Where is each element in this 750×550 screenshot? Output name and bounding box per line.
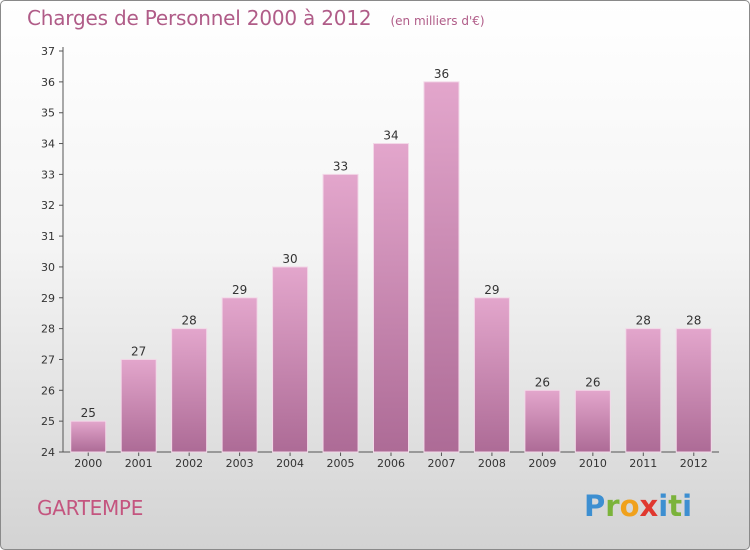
bar-value-label: 28	[182, 314, 197, 328]
bar-group[interactable]: 30	[272, 252, 309, 453]
x-tick-label: 2000	[74, 457, 102, 470]
bar-group[interactable]: 26	[524, 375, 561, 453]
title-row: Charges de Personnel 2000 à 2012 (en mil…	[27, 6, 485, 30]
x-axis: 2000 2001 2002 2003 2004 2005 2006 2007 2008 2009…	[63, 451, 719, 470]
logo-letter: x	[639, 489, 659, 523]
bar-group[interactable]: 27	[120, 344, 157, 453]
bar-group[interactable]: 29	[473, 283, 510, 453]
x-tick-label: 2006	[377, 457, 405, 470]
bar[interactable]	[524, 389, 561, 453]
x-tick-label: 2001	[125, 457, 153, 470]
proxiti-logo[interactable]: Proxiti	[584, 489, 692, 523]
x-tick-label: 2011	[629, 457, 657, 470]
bar-value-label: 33	[333, 159, 348, 173]
bar-value-label: 36	[434, 67, 449, 81]
chart-title: Charges de Personnel 2000 à 2012	[27, 6, 372, 30]
y-tick-label: 36	[41, 76, 55, 89]
x-tick-label: 2004	[276, 457, 304, 470]
bar-group[interactable]: 28	[625, 314, 662, 453]
bar[interactable]	[423, 81, 460, 453]
y-tick-label: 28	[41, 323, 55, 336]
bar[interactable]	[625, 328, 662, 453]
commune-name: GARTEMPE	[37, 496, 144, 520]
y-tick-label: 37	[41, 45, 55, 58]
bar[interactable]	[171, 328, 208, 453]
bar[interactable]	[675, 328, 712, 453]
y-tick-label: 34	[41, 138, 55, 151]
y-tick-label: 27	[41, 353, 55, 366]
bar-group[interactable]: 25	[70, 406, 107, 453]
bar[interactable]	[70, 420, 107, 453]
y-tick-label: 35	[41, 107, 55, 120]
y-tick-label: 26	[41, 384, 55, 397]
logo-letter: i	[682, 489, 693, 523]
y-tick-label: 25	[41, 415, 55, 428]
chart-subtitle: (en milliers d'€)	[390, 14, 485, 28]
bar-value-label: 28	[636, 314, 651, 328]
x-tick-label: 2009	[528, 457, 556, 470]
logo-letter: o	[619, 489, 640, 523]
y-tick-label: 31	[41, 230, 55, 243]
bar[interactable]	[473, 297, 510, 453]
logo-letter: i	[658, 489, 669, 523]
bar-group[interactable]: 33	[322, 159, 359, 453]
y-tick-label: 33	[41, 168, 55, 181]
y-tick-label: 30	[41, 261, 55, 274]
bar[interactable]	[272, 266, 309, 453]
bar[interactable]	[322, 173, 359, 453]
y-tick-label: 32	[41, 199, 55, 212]
y-axis: 24 25 26 27 28 29 30 31 32 33 34 35 36 37	[41, 45, 64, 459]
bar-group[interactable]: 29	[221, 283, 258, 453]
bar[interactable]	[221, 297, 258, 453]
x-tick-label: 2012	[680, 457, 708, 470]
bar-value-label: 26	[585, 375, 600, 389]
x-tick-label: 2008	[478, 457, 506, 470]
bar-value-label: 25	[81, 406, 96, 420]
x-tick-label: 2005	[327, 457, 355, 470]
bar-value-label: 26	[535, 375, 550, 389]
bar-group[interactable]: 36	[423, 67, 460, 453]
bar-value-label: 27	[131, 344, 146, 358]
y-tick-label: 29	[41, 292, 55, 305]
bars: 25 27 28 29 30 33 34 36 29 26 26 28 28	[70, 67, 712, 453]
bar[interactable]	[373, 143, 409, 453]
bar[interactable]	[574, 389, 611, 453]
bar-value-label: 28	[686, 314, 701, 328]
bar-value-label: 34	[383, 129, 398, 143]
x-tick-label: 2010	[579, 457, 607, 470]
bar-value-label: 29	[484, 283, 499, 297]
x-tick-label: 2007	[427, 457, 455, 470]
bar-value-label: 29	[232, 283, 247, 297]
bar-group[interactable]: 28	[171, 314, 208, 453]
bar-group[interactable]: 34	[373, 129, 409, 453]
logo-letter: P	[584, 489, 606, 523]
x-tick-label: 2002	[175, 457, 203, 470]
bar-group[interactable]: 28	[675, 314, 712, 453]
bar[interactable]	[120, 358, 157, 453]
bar-value-label: 30	[282, 252, 297, 266]
bar-group[interactable]: 26	[574, 375, 611, 453]
y-tick-label: 24	[41, 446, 55, 459]
x-tick-label: 2003	[226, 457, 254, 470]
logo-letter: r	[605, 489, 620, 523]
logo-letter: t	[668, 489, 683, 523]
